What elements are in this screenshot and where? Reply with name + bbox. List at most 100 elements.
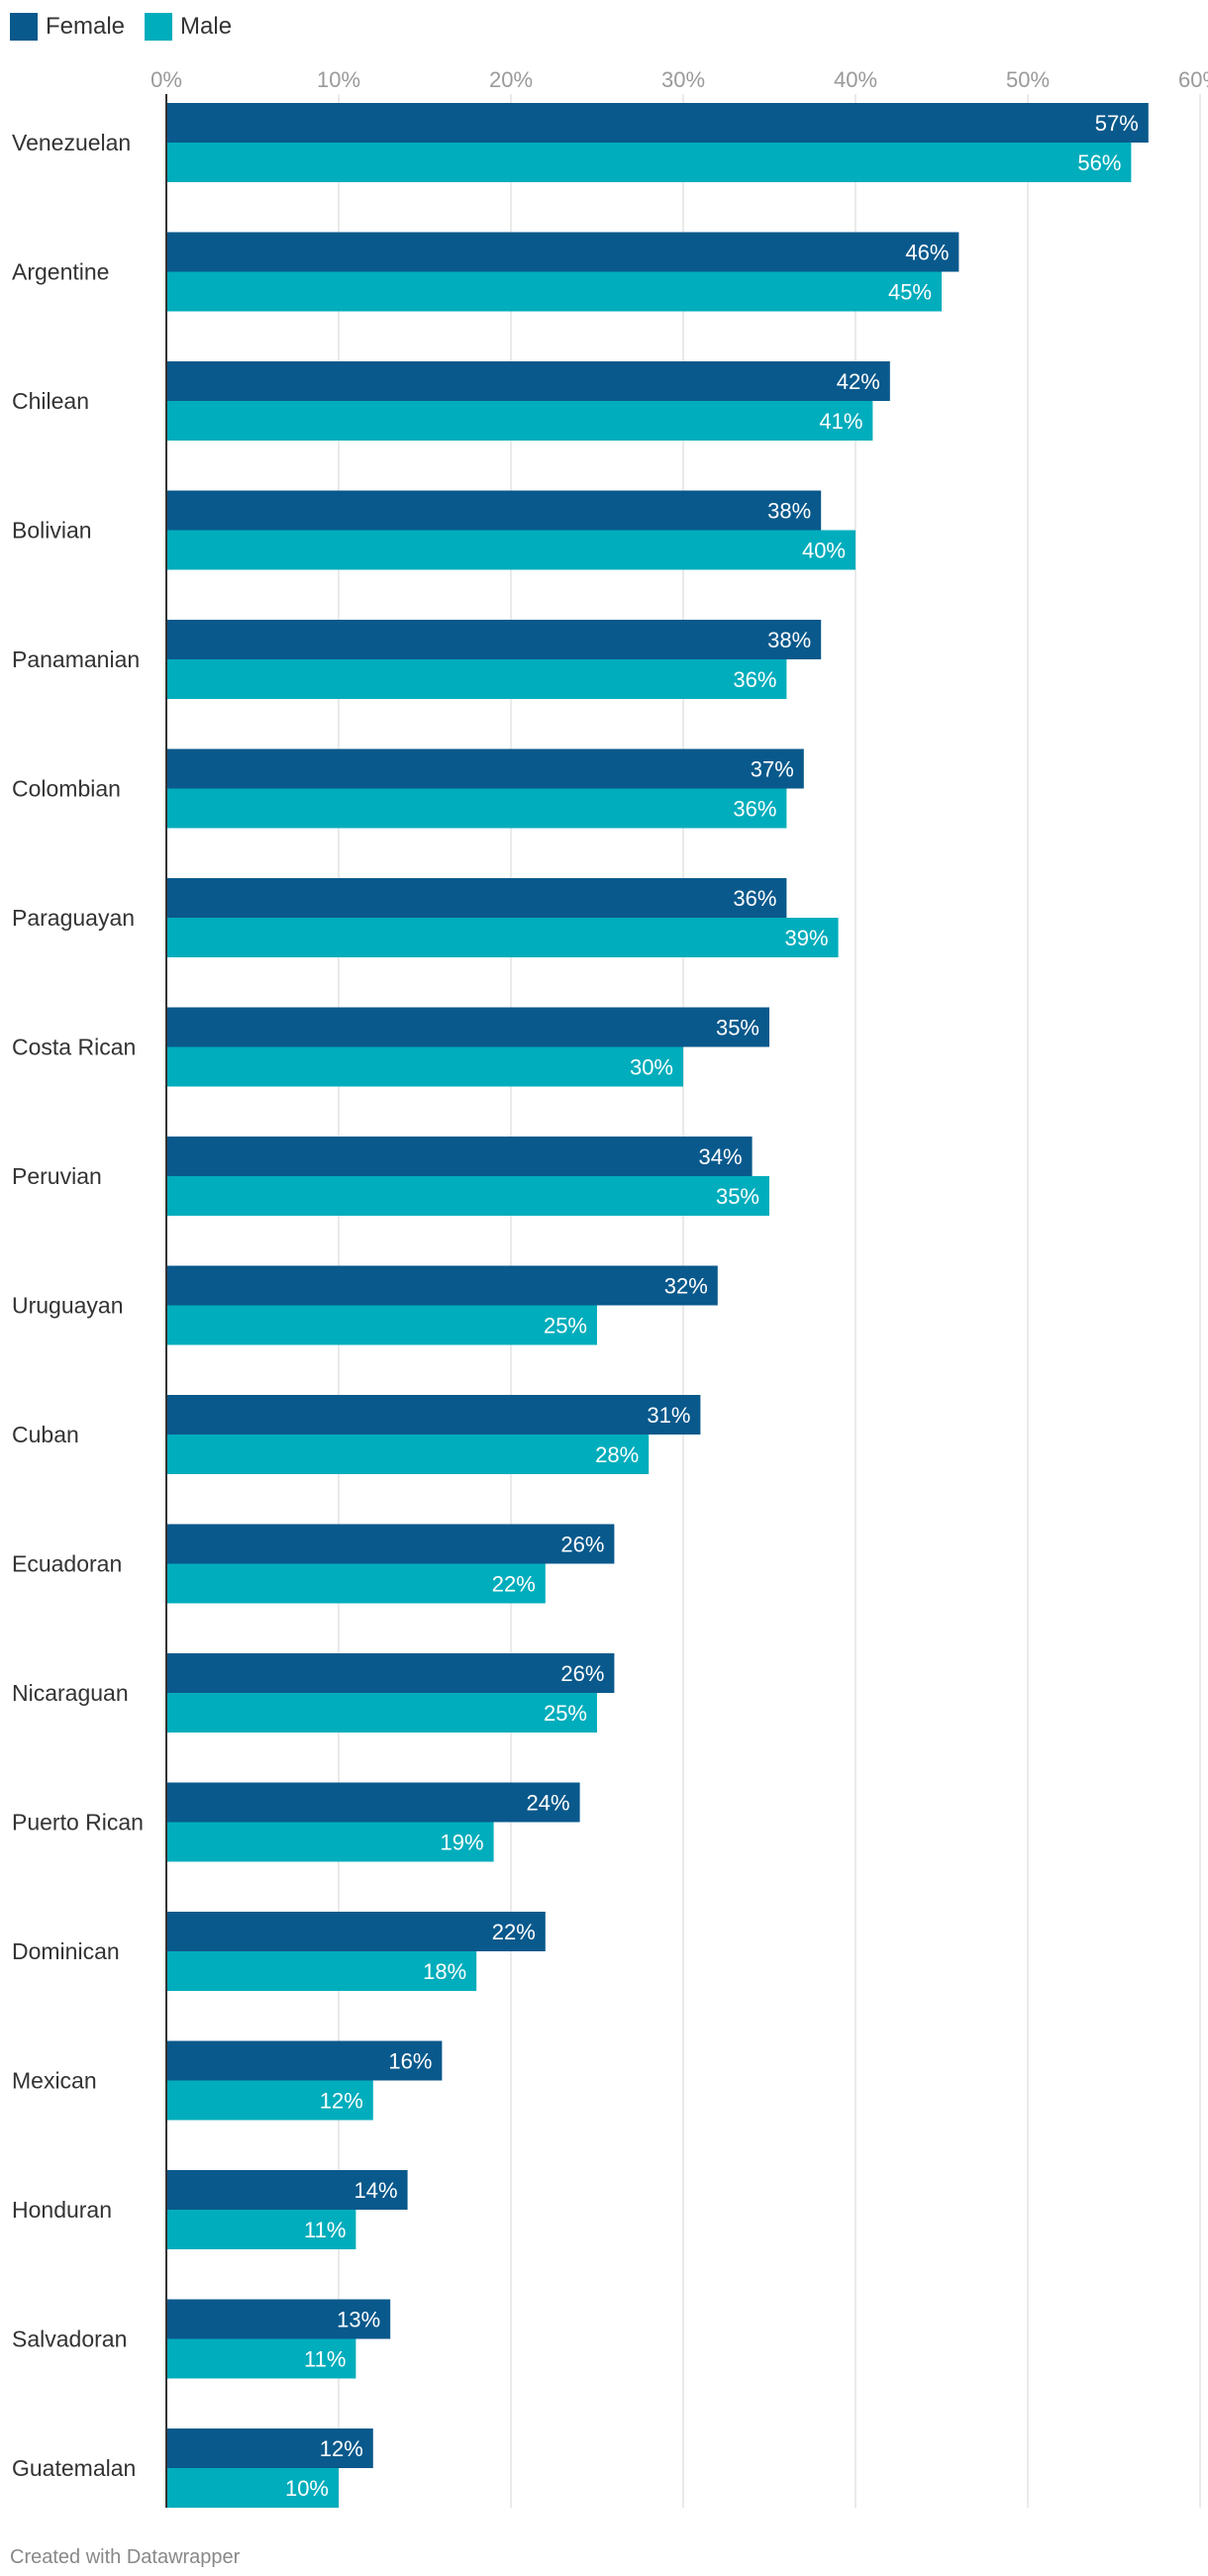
x-tick-label: 60% [1178,67,1208,92]
category-label: Paraguayan [12,905,135,931]
legend-swatch-male [145,13,173,41]
data-label: 42% [837,369,880,394]
category-label: Costa Rican [12,1035,136,1060]
data-label: 36% [733,886,776,911]
bar-male [166,1046,683,1087]
bar-male [166,401,873,441]
category-label: Peruvian [12,1163,102,1189]
data-label: 35% [716,1016,759,1040]
bar-male [166,918,839,957]
data-label: 40% [802,539,846,563]
bar-female [166,232,959,272]
category-label: Venezuelan [12,130,131,155]
bar-male [166,2468,339,2508]
category-label: Chilean [12,388,89,414]
data-label: 32% [664,1274,708,1299]
bar-male [166,143,1132,182]
bar-female [166,1653,615,1693]
bar-male [166,1822,494,1862]
category-label: Bolivian [12,518,92,544]
category-label: Salvadoran [12,2327,127,2352]
data-label: 22% [492,1572,536,1597]
data-label: 11% [304,2218,346,2242]
bar-female [166,878,787,918]
bar-female [166,2170,408,2210]
bar-female [166,1782,580,1823]
category-label: Dominican [12,1938,120,1964]
data-label: 18% [423,1959,466,1984]
data-label: 19% [441,1831,484,1855]
data-label: 31% [647,1403,690,1428]
data-label: 10% [285,2476,329,2501]
legend-label-male: Male [180,13,233,40]
legend-item-female: Female [10,13,125,41]
category-label: Ecuadoran [12,1551,122,1577]
bar-female [166,361,890,401]
data-label: 36% [733,797,776,822]
bar-female [166,103,1149,143]
bar-male [166,1305,597,1345]
data-label: 41% [819,409,862,434]
data-label: 25% [544,1701,587,1726]
bar-male [166,271,942,312]
legend-item-male: Male [145,13,232,41]
data-label: 30% [630,1055,673,1080]
bar-male [166,788,787,829]
data-label: 38% [767,628,811,652]
category-label: Cuban [12,1422,79,1447]
data-label: 37% [751,757,794,782]
x-tick-label: 30% [661,67,705,92]
data-label: 24% [527,1791,570,1816]
category-label: Honduran [12,2197,112,2223]
data-label: 14% [354,2178,398,2203]
bar-male [166,1693,597,1733]
data-label: 12% [320,2436,363,2461]
bar-male [166,1435,650,1474]
bar-female [166,1395,701,1435]
bar-female [166,748,804,789]
category-label: Uruguayan [12,1293,124,1319]
category-label: Colombian [12,776,121,802]
bar-female [166,1265,718,1306]
bar-female [166,620,822,659]
x-tick-label: 50% [1006,67,1050,92]
bar-male [166,2210,356,2249]
data-label: 11% [304,2347,346,2372]
category-label: Mexican [12,2068,97,2094]
bar-female [166,2428,373,2468]
bar-male [166,1951,477,1991]
data-label: 16% [388,2049,432,2074]
data-label: 13% [337,2308,380,2332]
bar-female [166,490,822,531]
bar-male [166,530,856,570]
footer-credit: Created with Datawrapper [10,2546,241,2568]
category-label: Guatemalan [12,2455,136,2481]
bar-female [166,1524,615,1564]
data-label: 28% [595,1442,639,1467]
data-label: 34% [699,1144,743,1169]
bar-female [166,2299,391,2339]
bar-male [166,659,787,699]
data-label: 26% [560,1533,604,1557]
x-tick-label: 40% [834,67,877,92]
x-tick-label: 0% [151,67,182,92]
x-tick-label: 20% [489,67,533,92]
legend: Female Male [10,10,252,44]
bar-female [166,1912,546,1951]
data-label: 25% [544,1314,587,1338]
data-label: 57% [1095,111,1139,136]
bar-female [166,1007,769,1047]
x-tick-label: 10% [317,67,360,92]
category-label: Argentine [12,259,109,285]
legend-label-female: Female [46,13,126,40]
data-label: 36% [733,667,776,692]
category-label: Panamanian [12,646,140,672]
category-label: Puerto Rican [12,1810,144,1835]
data-label: 56% [1077,150,1121,175]
bar-female [166,1137,753,1176]
data-label: 38% [767,499,811,524]
bar-female [166,2040,443,2081]
data-label: 35% [716,1184,759,1209]
bar-male [166,2338,356,2379]
